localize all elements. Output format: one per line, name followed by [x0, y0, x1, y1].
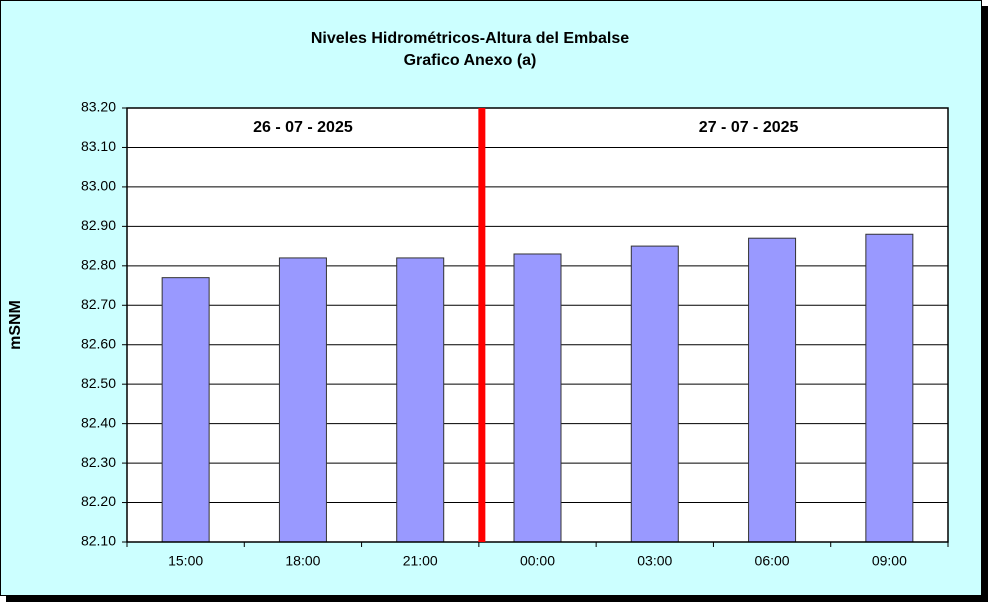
x-tick-label: 15:00	[168, 553, 203, 569]
x-tick-label: 09:00	[872, 553, 907, 569]
y-axis-label: mSNM	[7, 300, 24, 350]
x-tick-label: 00:00	[520, 553, 555, 569]
bar	[161, 277, 210, 543]
x-tick-label: 18:00	[285, 553, 320, 569]
y-tick-label: 82.10	[81, 533, 116, 549]
y-tick-label: 82.30	[81, 454, 116, 470]
x-tick-label: 21:00	[403, 553, 438, 569]
plot-border	[126, 107, 949, 543]
x-tick-label: 06:00	[755, 553, 790, 569]
y-tick-label: 82.70	[81, 296, 116, 312]
bar	[396, 257, 445, 543]
y-tick-label: 82.20	[81, 493, 116, 509]
y-tick-label: 83.00	[81, 178, 116, 194]
bar	[865, 233, 914, 543]
bar	[278, 257, 327, 543]
date-label: 27 - 07 - 2025	[699, 119, 799, 136]
x-tick-label: 03:00	[637, 553, 672, 569]
y-tick-label: 82.60	[81, 335, 116, 351]
y-tick-label: 82.50	[81, 375, 116, 391]
y-tick-label: 82.80	[81, 257, 116, 273]
y-tick-label: 82.40	[81, 414, 116, 430]
chart-subtitle: Grafico Anexo (a)	[404, 52, 537, 69]
y-tick-label: 83.20	[81, 99, 116, 115]
y-tick-label: 83.10	[81, 138, 116, 154]
date-label: 26 - 07 - 2025	[253, 119, 353, 136]
y-tick-label: 82.90	[81, 217, 116, 233]
bar	[630, 245, 679, 543]
bar	[513, 253, 562, 543]
bar	[748, 237, 797, 543]
chart-title: Niveles Hidrométricos-Altura del Embalse	[311, 30, 629, 47]
